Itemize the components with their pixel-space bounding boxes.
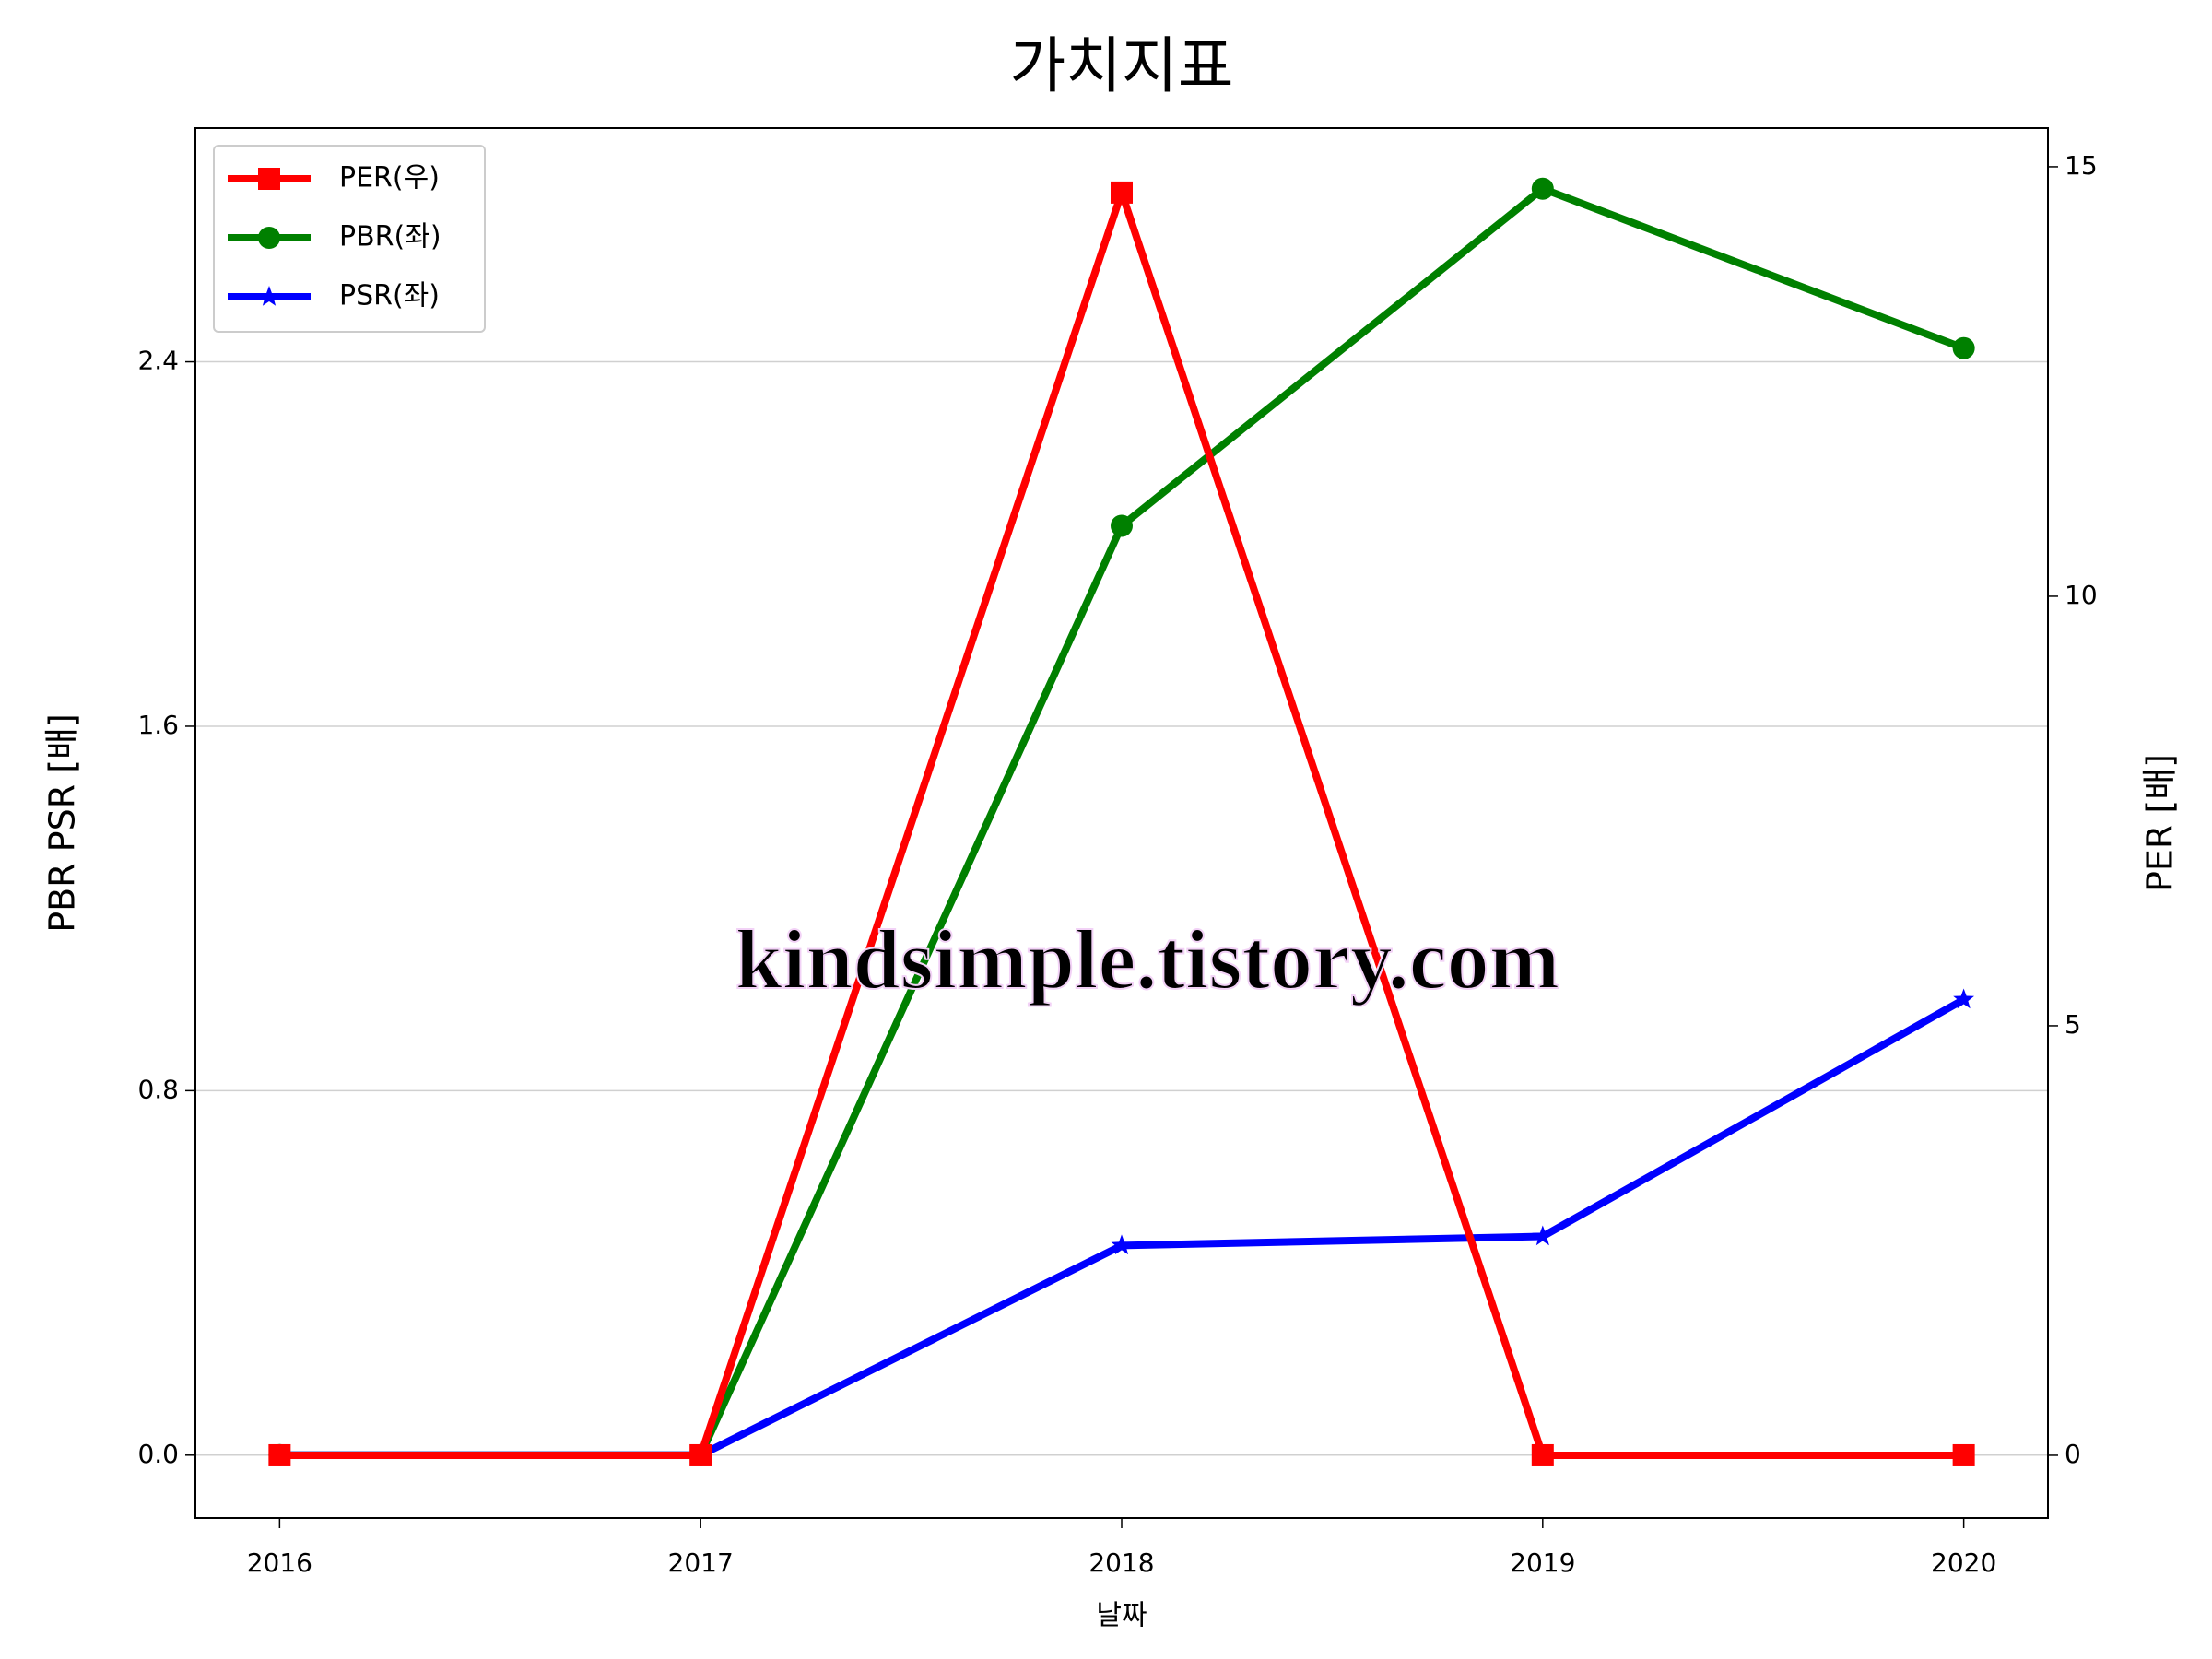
legend-box xyxy=(213,145,486,333)
x-tick-label: 2019 xyxy=(1510,1547,1575,1578)
marker xyxy=(1952,1443,1975,1466)
y2-axis-label: PER [배] xyxy=(2140,754,2181,892)
marker xyxy=(1111,1234,1133,1255)
x-tick-label: 2016 xyxy=(247,1547,312,1578)
legend-label: PER(우) xyxy=(339,162,440,194)
marker xyxy=(1953,988,1974,1009)
y-tick-label: 1.6 xyxy=(137,710,179,740)
marker xyxy=(268,1443,291,1466)
marker xyxy=(1111,514,1133,537)
y-tick-label: 0.8 xyxy=(137,1074,179,1104)
y2-tick-label: 0 xyxy=(2065,1439,2081,1469)
y-axis-label: PBR PSR [배] xyxy=(42,713,83,933)
y2-tick-label: 15 xyxy=(2065,150,2098,181)
y-tick-label: 2.4 xyxy=(137,346,179,376)
legend-marker xyxy=(258,286,280,306)
x-tick-label: 2020 xyxy=(1931,1547,1996,1578)
x-axis-label: 날짜 xyxy=(1096,1600,1147,1632)
marker xyxy=(1531,177,1554,200)
marker xyxy=(1532,1225,1554,1246)
legend-label: PSR(좌) xyxy=(339,280,440,312)
marker xyxy=(1952,336,1975,359)
marker xyxy=(689,1443,712,1466)
plot-frame xyxy=(194,127,2049,1519)
x-tick-label: 2017 xyxy=(668,1547,734,1578)
y-tick-label: 0.0 xyxy=(137,1439,179,1469)
legend-marker xyxy=(258,227,280,249)
y2-tick-label: 5 xyxy=(2065,1009,2081,1040)
watermark: kindsimple.tistory.com xyxy=(735,912,1559,1006)
marker xyxy=(1531,1443,1554,1466)
legend-marker xyxy=(258,168,280,190)
y2-tick-label: 10 xyxy=(2065,580,2098,610)
legend-label: PBR(좌) xyxy=(339,221,441,253)
marker xyxy=(1111,181,1133,204)
chart-title: 가치지표 xyxy=(1010,30,1234,101)
x-tick-label: 2018 xyxy=(1088,1547,1154,1578)
